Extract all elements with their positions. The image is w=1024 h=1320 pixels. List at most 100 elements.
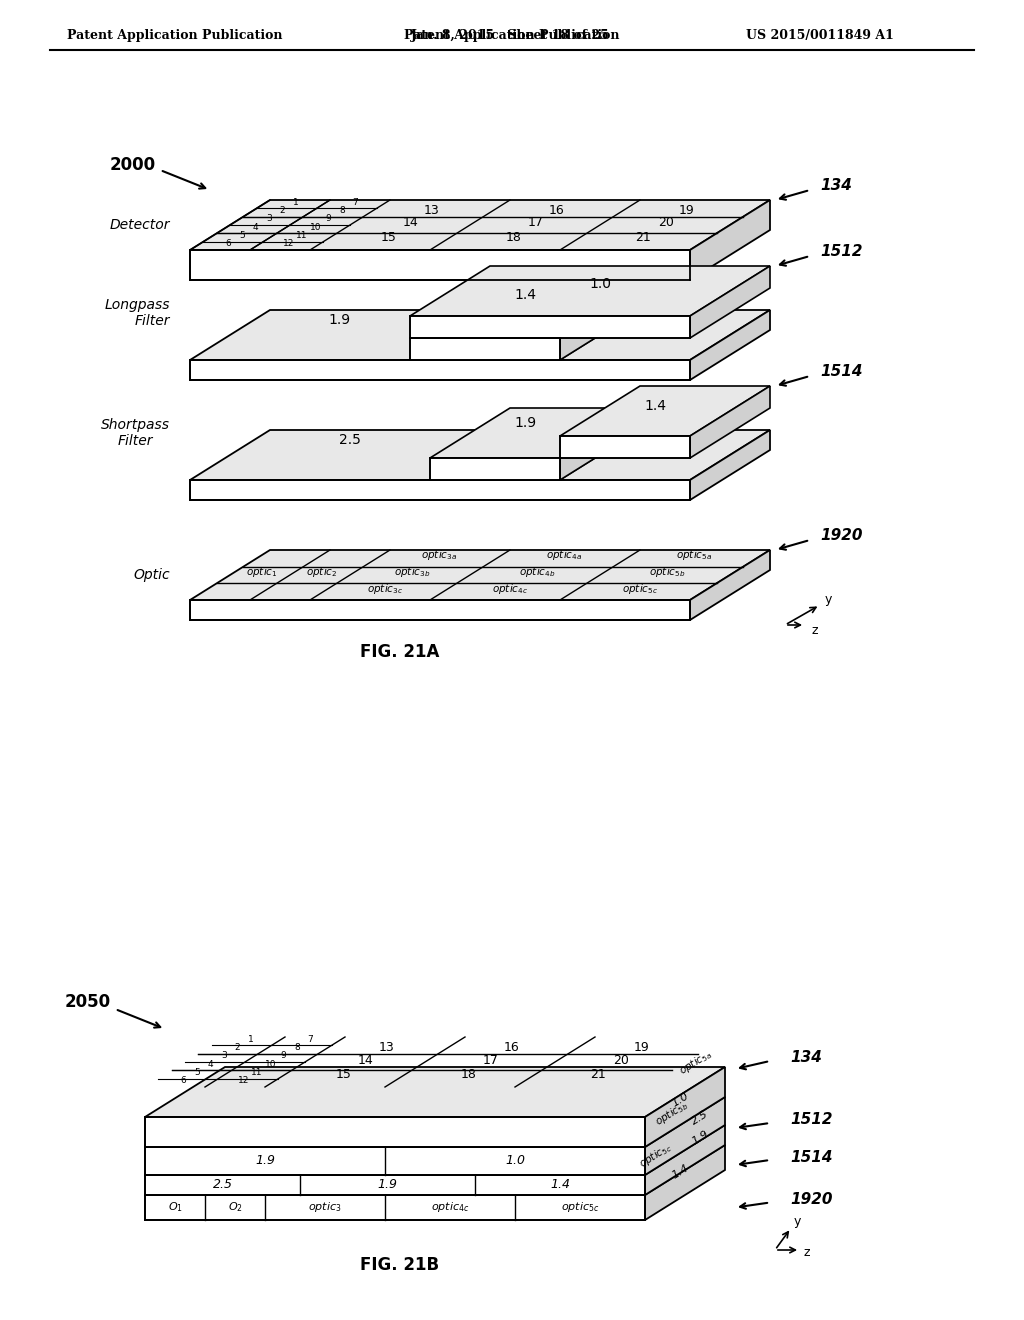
Polygon shape (145, 1125, 725, 1175)
Text: $optic_3$: $optic_3$ (308, 1200, 342, 1214)
Polygon shape (560, 436, 690, 458)
Text: Patent Application Publication: Patent Application Publication (404, 29, 620, 41)
Text: 18: 18 (461, 1068, 476, 1081)
Text: 1.9: 1.9 (514, 416, 536, 430)
Text: 134: 134 (790, 1049, 822, 1064)
Text: 4: 4 (253, 223, 258, 232)
Text: 15: 15 (336, 1068, 351, 1081)
Text: 20: 20 (613, 1053, 629, 1067)
Text: $optic_{5a}$: $optic_{5a}$ (676, 548, 712, 562)
Polygon shape (645, 1144, 725, 1220)
Text: 1.9: 1.9 (690, 1129, 711, 1147)
Text: 19: 19 (678, 203, 694, 216)
Text: Shortpass
Filter: Shortpass Filter (101, 418, 170, 447)
Text: 2: 2 (280, 206, 285, 215)
Polygon shape (645, 1097, 725, 1175)
Polygon shape (410, 267, 770, 315)
Text: 1.0: 1.0 (589, 277, 611, 290)
Text: 1.9: 1.9 (255, 1155, 275, 1167)
Text: 17: 17 (528, 216, 544, 230)
Text: 9: 9 (281, 1051, 287, 1060)
Text: $optic_{5a}$: $optic_{5a}$ (677, 1047, 715, 1077)
Text: 4: 4 (208, 1060, 213, 1069)
Text: 1920: 1920 (820, 528, 862, 543)
Text: $optic_{3c}$: $optic_{3c}$ (368, 582, 403, 595)
Text: 8: 8 (339, 206, 345, 215)
Text: 13: 13 (379, 1041, 394, 1053)
Text: 5: 5 (240, 231, 245, 240)
Text: 1.9: 1.9 (329, 313, 351, 327)
Text: $optic_2$: $optic_2$ (306, 565, 338, 579)
Text: 1.9: 1.9 (378, 1179, 397, 1192)
Polygon shape (145, 1195, 645, 1220)
Polygon shape (190, 201, 770, 249)
Text: 3: 3 (221, 1051, 226, 1060)
Polygon shape (690, 385, 770, 458)
Polygon shape (190, 249, 690, 280)
Polygon shape (145, 1117, 645, 1147)
Text: 8: 8 (294, 1043, 300, 1052)
Text: US 2015/0011849 A1: US 2015/0011849 A1 (746, 29, 894, 41)
Text: $optic_{5c}$: $optic_{5c}$ (637, 1139, 675, 1171)
Text: $optic_{5b}$: $optic_{5b}$ (649, 565, 685, 579)
Text: 1512: 1512 (790, 1113, 833, 1127)
Polygon shape (690, 430, 770, 500)
Text: 134: 134 (820, 177, 852, 193)
Text: $optic_{4a}$: $optic_{4a}$ (546, 548, 582, 562)
Text: Patent Application Publication: Patent Application Publication (68, 29, 283, 41)
Text: 21: 21 (636, 231, 651, 244)
Text: Optic: Optic (133, 568, 170, 582)
Text: 9: 9 (326, 214, 332, 223)
Text: 18: 18 (506, 231, 521, 244)
Text: 17: 17 (483, 1053, 499, 1067)
Text: $O_1$: $O_1$ (168, 1201, 182, 1214)
Text: 2: 2 (234, 1043, 240, 1052)
Text: 7: 7 (352, 198, 358, 207)
Polygon shape (560, 408, 640, 480)
Text: FIG. 21B: FIG. 21B (360, 1257, 439, 1274)
Polygon shape (190, 430, 770, 480)
Text: $optic_{4c}$: $optic_{4c}$ (431, 1200, 469, 1214)
Text: 1.4: 1.4 (670, 1163, 690, 1181)
Text: 1920: 1920 (790, 1192, 833, 1206)
Text: 2.5: 2.5 (213, 1179, 232, 1192)
Text: $optic_{4c}$: $optic_{4c}$ (493, 582, 528, 595)
Text: 16: 16 (549, 203, 564, 216)
Text: 10: 10 (264, 1060, 276, 1069)
Text: 1: 1 (293, 198, 298, 207)
Polygon shape (190, 480, 690, 500)
Text: 12: 12 (238, 1076, 250, 1085)
Polygon shape (645, 1125, 725, 1195)
Polygon shape (560, 385, 770, 436)
Text: 1.0: 1.0 (505, 1155, 525, 1167)
Text: $optic_{5c}$: $optic_{5c}$ (561, 1200, 599, 1214)
Text: z: z (804, 1246, 810, 1259)
Polygon shape (190, 550, 770, 601)
Text: 2050: 2050 (65, 993, 112, 1011)
Polygon shape (410, 288, 640, 338)
Text: y: y (824, 594, 831, 606)
Text: 14: 14 (403, 216, 419, 230)
Polygon shape (410, 338, 560, 360)
Text: $optic_{5b}$: $optic_{5b}$ (653, 1097, 691, 1129)
Text: z: z (812, 623, 818, 636)
Text: 12: 12 (283, 239, 294, 248)
Text: 1514: 1514 (790, 1150, 833, 1164)
Text: 6: 6 (225, 239, 231, 248)
Text: 1514: 1514 (820, 363, 862, 379)
Text: 14: 14 (358, 1053, 374, 1067)
Text: 21: 21 (591, 1068, 606, 1081)
Text: 1.4: 1.4 (550, 1179, 570, 1192)
Text: $optic_{5c}$: $optic_{5c}$ (623, 582, 658, 595)
Text: 2.5: 2.5 (339, 433, 360, 447)
Polygon shape (145, 1147, 645, 1175)
Polygon shape (145, 1067, 725, 1117)
Text: y: y (794, 1216, 801, 1229)
Text: Detector: Detector (110, 218, 170, 232)
Text: 10: 10 (309, 223, 322, 232)
Polygon shape (690, 310, 770, 380)
Text: 2000: 2000 (110, 156, 156, 174)
Polygon shape (560, 288, 640, 360)
Text: 1: 1 (248, 1035, 253, 1044)
Text: 1.4: 1.4 (644, 399, 666, 413)
